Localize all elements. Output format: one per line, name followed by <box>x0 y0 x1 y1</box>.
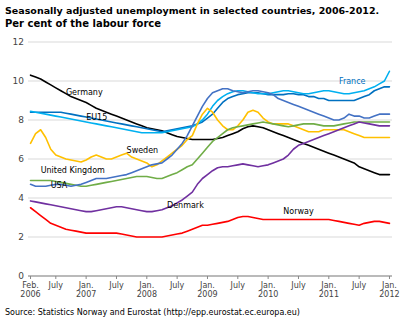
grid-line <box>28 198 392 199</box>
y-tick-label: 0 <box>18 271 24 281</box>
annotation: Norway <box>283 207 314 216</box>
y-tick-label: 10 <box>13 76 25 86</box>
x-tick <box>177 276 178 279</box>
x-tick <box>86 276 87 279</box>
grid-line <box>28 81 392 82</box>
x-tick-label: Jan.2009 <box>197 281 217 299</box>
x-tick-label: July <box>108 281 124 290</box>
grid-line <box>28 237 392 238</box>
x-tick <box>298 276 299 279</box>
annotation: France <box>339 77 366 86</box>
x-tick <box>389 276 390 279</box>
x-tick-label: July <box>230 281 246 290</box>
x-tick <box>116 276 117 279</box>
x-tick <box>30 276 31 279</box>
series-line <box>31 208 390 237</box>
x-tick <box>237 276 238 279</box>
grid-line <box>28 276 392 277</box>
grid-line <box>28 159 392 160</box>
x-tick <box>359 276 360 279</box>
y-tick-label: 6 <box>18 154 24 164</box>
x-tick <box>146 276 147 279</box>
x-tick-label: Jan.2012 <box>379 281 399 299</box>
series-line <box>31 71 390 132</box>
grid-line <box>28 42 392 43</box>
x-tick <box>328 276 329 279</box>
x-tick-label: Feb.2006 <box>20 281 40 299</box>
x-tick-label: Jan.2007 <box>76 281 96 299</box>
subtitle: Per cent of the labour force <box>5 18 161 29</box>
x-tick <box>207 276 208 279</box>
annotation: USA <box>51 181 68 190</box>
y-tick-label: 12 <box>13 37 24 47</box>
x-tick-label: July <box>48 281 64 290</box>
chart: Seasonally adjusted unemployment in sele… <box>0 0 400 320</box>
title: Seasonally adjusted unemployment in sele… <box>5 5 379 16</box>
x-tick-label: July <box>169 281 185 290</box>
series-line <box>31 122 390 212</box>
x-tick-label: July <box>290 281 306 290</box>
annotation: Sweden <box>127 146 159 155</box>
x-axis-line <box>28 276 392 277</box>
x-axis: Feb.2006 July Jan.2007 July Jan.2008 July Jan.… <box>20 276 399 299</box>
annotation: Germany <box>66 88 103 97</box>
y-tick-label: 8 <box>18 115 24 125</box>
series-group <box>31 71 390 237</box>
source: Source: Statistics Norway and Eurostat (… <box>5 308 300 317</box>
annotation: EU15 <box>86 113 107 122</box>
annotation: United Kingdom <box>41 166 105 175</box>
y-tick-label: 4 <box>18 193 24 203</box>
x-tick <box>55 276 56 279</box>
x-tick-label: Jan.2008 <box>137 281 157 299</box>
annotations: Germany EU15 Sweden United Kingdom USA Denmar… <box>41 77 366 216</box>
x-tick-label: Jan.2010 <box>258 281 278 299</box>
x-tick-label: July <box>351 281 367 290</box>
y-tick-label: 2 <box>18 232 24 242</box>
x-tick-label: Jan.2011 <box>319 281 339 299</box>
x-tick <box>268 276 269 279</box>
series-line <box>31 108 390 167</box>
annotation: Denmark <box>167 201 204 210</box>
y-axis: 0 2 4 6 8 10 12 <box>13 37 392 281</box>
